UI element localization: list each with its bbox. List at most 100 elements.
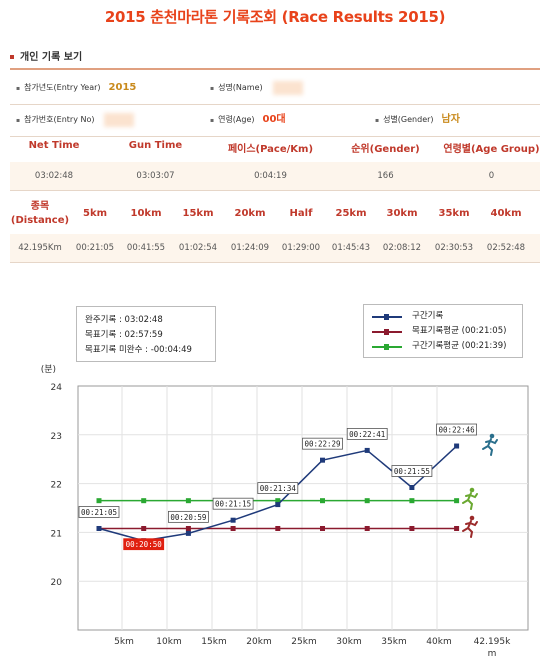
- data-label-box: [212, 497, 254, 510]
- legend-swatch: [372, 344, 402, 350]
- data-label: 00:21:55: [394, 467, 430, 476]
- net-time-value: 03:02:48: [34, 171, 74, 181]
- name-value-redacted: [272, 80, 303, 95]
- age-label: 연령(Age): [210, 115, 255, 124]
- chart-area: 완주기록 : 03:02:48 목표기록 : 02:57:59 목표기록 미완수…: [0, 296, 550, 660]
- entry-no-value-redacted: [104, 112, 135, 127]
- info-row-2: 참가번호(Entry No) 연령(Age) 00대 성별(Gender) 남자: [10, 104, 540, 137]
- x-tick-label: 35km: [381, 637, 406, 647]
- runner-split-icon: [482, 433, 498, 456]
- gun-time-value: 03:03:07: [136, 171, 175, 181]
- legend-swatch: [372, 314, 402, 320]
- data-point: [96, 525, 102, 531]
- x-tick-label: 30km: [336, 637, 361, 647]
- data-point: [454, 498, 460, 504]
- y-tick-label: 24: [51, 383, 63, 393]
- data-label: 00:21:15: [215, 500, 251, 509]
- splits-band: [10, 234, 540, 262]
- data-label: 00:22:29: [304, 440, 340, 449]
- data-point: [320, 498, 325, 504]
- x-tick-label: m: [488, 649, 497, 659]
- entry-no-label: 참가번호(Entry No): [16, 115, 94, 124]
- data-point: [409, 525, 415, 531]
- gun-time-header: Gun Time: [128, 140, 183, 151]
- divider: [10, 190, 540, 191]
- target-time-text: 목표기록 : 02:57:59: [85, 330, 163, 340]
- split-value-8: 02:30:53: [434, 243, 474, 253]
- data-point: [185, 525, 191, 531]
- x-tick-label: 42.195k: [474, 637, 511, 647]
- results-values: 03:02:48 03:03:07 0:04:19 166 0: [10, 171, 540, 185]
- plot-frame: [77, 385, 529, 631]
- data-label-box: [436, 423, 478, 436]
- data-label: 00:22:41: [349, 430, 385, 439]
- line-chart: 20 21 22 23 24 (분) 5km 10km 15km 20km 25km 30km 35km…: [41, 364, 529, 659]
- data-point: [230, 525, 236, 531]
- data-label: 00:20:50: [126, 540, 163, 549]
- data-label-box: [302, 437, 343, 450]
- rank-age-header: 연령별(Age Group): [443, 144, 540, 155]
- legend-label: 목표기록평균 (00:21:05): [412, 326, 507, 336]
- x-tick-label: 40km: [426, 637, 451, 647]
- split-value-3: 01:02:54: [178, 243, 218, 253]
- data-label: 00:21:05: [81, 508, 117, 517]
- y-tick-label: 23: [51, 432, 62, 442]
- rank-gender-header: 순위(Gender): [351, 144, 420, 155]
- gender-label: 성별(Gender): [375, 115, 434, 124]
- rank-age-value: 0: [488, 171, 495, 181]
- split-value-4: 01:24:09: [230, 243, 270, 253]
- x-tick-label: 20km: [246, 637, 271, 647]
- name-label: 성명(Name): [210, 83, 263, 92]
- splits-values: 42.195Km 00:21:05 00:41:55 01:02:54 01:24:09…: [10, 243, 540, 257]
- rank-gender-value: 166: [377, 171, 394, 181]
- data-label-box: [167, 510, 209, 523]
- data-label-box: [257, 482, 299, 494]
- age-value: 00대: [262, 114, 286, 125]
- chart-legend: 구간기록 목표기록평균 (00:21:05) 구간기록평균 (00:21:39): [363, 304, 523, 358]
- data-label: 00:20:59: [170, 513, 206, 522]
- legend-item-target-avg: 목표기록평균 (00:21:05): [370, 324, 516, 339]
- data-point: [320, 457, 325, 463]
- divider: [10, 68, 540, 70]
- data-point: [364, 525, 370, 531]
- bullet-icon: [10, 55, 14, 59]
- results-header: Net Time Gun Time 페이스(Pace/Km) 순위(Gender…: [10, 140, 540, 156]
- split-header-1: 5km: [82, 208, 108, 219]
- data-point: [275, 498, 281, 504]
- data-label: 00:21:34: [260, 484, 297, 493]
- split-value-9: 02:52:48: [486, 243, 526, 253]
- data-point: [141, 498, 147, 504]
- runner-split-avg-icon: [462, 487, 478, 510]
- data-point: [454, 443, 460, 449]
- split-header-7: 30km: [386, 208, 418, 219]
- split-value-2: 00:41:55: [126, 243, 166, 253]
- legend-label: 구간기록평균 (00:21:39): [412, 341, 507, 351]
- split-header-2: 10km: [130, 208, 162, 219]
- pace-value: 0:04:19: [254, 171, 287, 181]
- data-point: [409, 498, 415, 504]
- data-label-box: [346, 428, 388, 440]
- legend-label: 구간기록: [412, 311, 444, 321]
- summary-box: 완주기록 : 03:02:48 목표기록 : 02:57:59 목표기록 미완수…: [76, 306, 216, 362]
- split-value-7: 02:08:12: [382, 243, 422, 253]
- x-tick-label: 10km: [156, 637, 181, 647]
- data-point: [454, 525, 460, 531]
- gender-value: 남자: [441, 114, 460, 125]
- page-title: 2015 춘천마라톤 기록조회 (Race Results 2015): [104, 8, 446, 26]
- finish-time-text: 완주기록 : 03:02:48: [85, 315, 163, 325]
- data-label-box: [123, 538, 165, 551]
- y-tick-label: 21: [51, 529, 62, 539]
- runner-target-icon: [462, 515, 478, 538]
- split-header-6: 25km: [335, 208, 367, 219]
- pace-header: 페이스(Pace/Km): [227, 144, 314, 155]
- split-value-6: 01:45:43: [331, 243, 371, 253]
- legend-item-split-avg: 구간기록평균 (00:21:39): [370, 339, 516, 354]
- divider: [10, 262, 540, 263]
- data-point: [185, 530, 191, 536]
- data-point: [409, 485, 415, 491]
- data-point: [230, 517, 236, 523]
- legend-swatch: [372, 329, 402, 335]
- data-point: [320, 525, 325, 531]
- target-diff-text: 목표기록 미완수 : -00:04:49: [85, 345, 192, 355]
- y-tick-label: 20: [51, 578, 63, 588]
